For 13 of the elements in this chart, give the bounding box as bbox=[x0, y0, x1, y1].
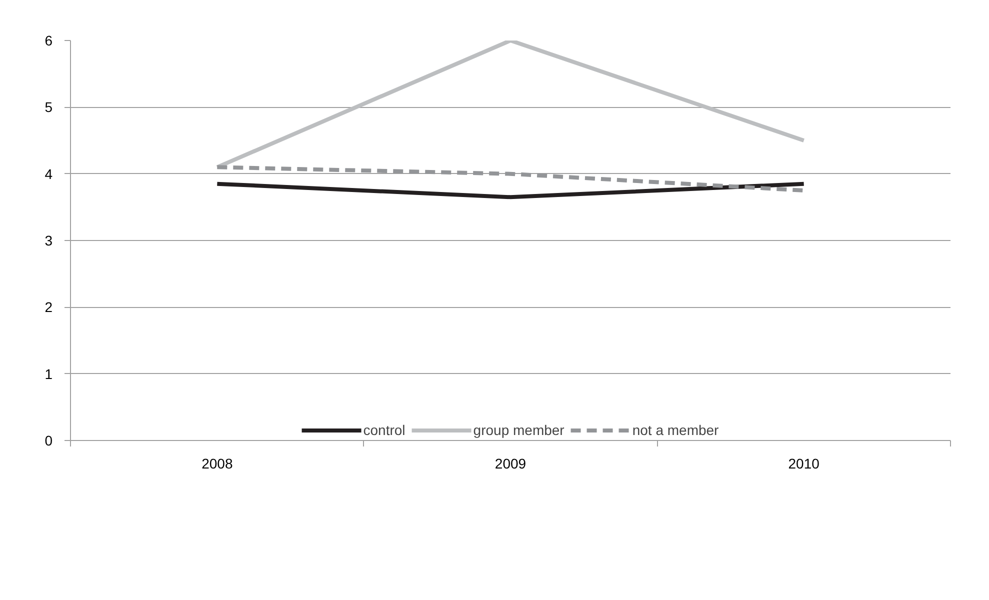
y-tick-label: 0 bbox=[44, 432, 53, 448]
x-tick-label: 2009 bbox=[494, 456, 526, 472]
legend-label: not a member bbox=[632, 422, 719, 438]
x-tick-label: 2008 bbox=[202, 456, 233, 472]
x-tick-label: 2010 bbox=[788, 456, 820, 472]
y-tick-label: 5 bbox=[44, 99, 53, 116]
legend-label: group member bbox=[473, 422, 564, 438]
y-tick-label: 3 bbox=[44, 232, 53, 248]
legend-label: control bbox=[363, 422, 406, 438]
y-tick-label: 4 bbox=[44, 166, 53, 182]
y-tick-label: 1 bbox=[44, 366, 53, 382]
y-tick-label: 6 bbox=[44, 32, 53, 48]
y-tick-label: 2 bbox=[44, 299, 53, 316]
